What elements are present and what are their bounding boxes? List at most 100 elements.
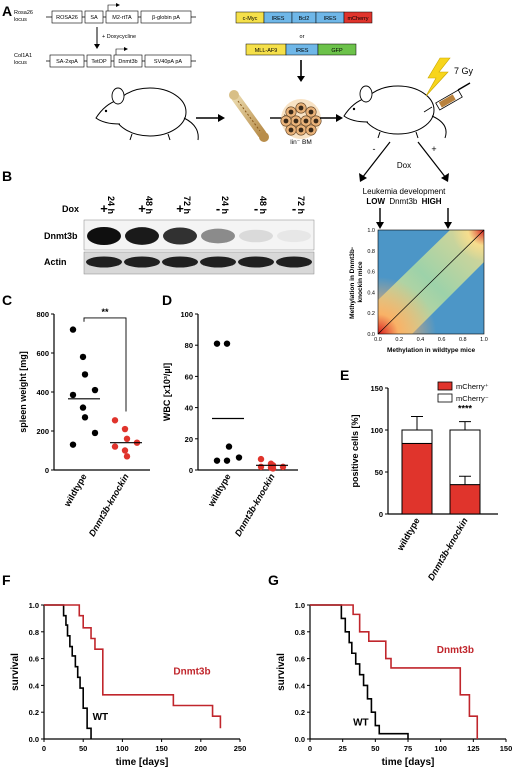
col1a1-locus-label: Col1A1 locus <box>14 53 34 66</box>
legend-swatch <box>437 393 453 403</box>
panel-label-c: C <box>2 292 12 308</box>
data-point <box>121 425 129 433</box>
bone-marrow-cells-icon <box>280 99 322 139</box>
rosa-box-rtta: M2-rtTA <box>112 15 132 21</box>
arrow-icon <box>297 76 305 82</box>
error-bar <box>459 421 471 430</box>
blot-row-label: Dnmt3b <box>44 231 78 241</box>
blot-band <box>87 227 121 245</box>
data-point <box>121 447 129 454</box>
blot-band <box>162 256 198 268</box>
chart-survival-f: 0.0 0.2 0.4 0.6 0.8 1.0 0 50 100 150 200 250 WT Dnmt3… <box>10 601 246 768</box>
x-tick-label: 0 <box>42 744 46 753</box>
arrow-icon <box>336 114 343 122</box>
col-box-sv40: SV40pA pA <box>154 59 182 65</box>
cmyc-bcl2-construct: c-Myc IRES Bcl2 IRES mCherry <box>235 11 373 24</box>
y-tick-label: 0 <box>189 466 193 475</box>
construct-segment-label: Bcl2 <box>299 16 310 22</box>
doxycycline-label: + Doxycycline <box>102 34 136 40</box>
data-point <box>123 435 131 442</box>
y-axis-label: positive cells [%] <box>350 414 360 487</box>
y-tick-label: 40 <box>185 404 193 413</box>
y-tick-label: 100 <box>370 426 383 435</box>
y-axis-label: survival <box>10 653 21 691</box>
data-point <box>111 417 119 424</box>
survival-curve <box>310 604 409 739</box>
data-point <box>123 453 131 460</box>
bar-mcherry-positive <box>449 484 481 515</box>
or-label: or <box>300 34 305 40</box>
col-box-tetop: TetOP <box>91 59 107 65</box>
data-point <box>223 340 231 347</box>
data-point <box>69 326 77 333</box>
rosa-box-globin: β-globin pA <box>152 15 180 21</box>
x-tick-label: 200 <box>195 744 208 753</box>
x-tick-label: 75 <box>404 744 412 753</box>
data-point <box>79 404 87 411</box>
x-category-label: wildtype <box>62 472 89 509</box>
y-tick-label: 0.8 <box>295 628 305 637</box>
heatmap-ytick: 0.8 <box>367 249 375 255</box>
x-tick-label: 250 <box>234 744 247 753</box>
dox-label: Dox <box>397 161 411 170</box>
x-category-label: Dnmt3b-knockin <box>426 516 470 582</box>
x-category-label: wildtype <box>206 472 233 509</box>
series-label: WT <box>93 712 109 723</box>
blot-band <box>239 229 273 243</box>
blot-dox-sign: + <box>100 201 108 216</box>
heatmap-xtick: 1.0 <box>480 337 488 343</box>
blot-time-label: 48 h <box>258 196 268 214</box>
x-category-label: Dnmt3b-knockin <box>233 472 277 538</box>
y-tick-label: 80 <box>185 341 193 350</box>
x-category-label: Dnmt3b-knockin <box>87 472 131 538</box>
survival-curve <box>44 604 222 729</box>
blot-dox-sign: - <box>254 201 258 216</box>
recipient-mouse-icon <box>343 85 447 139</box>
y-tick-label: 0.4 <box>295 681 306 690</box>
heatmap-ylabel: Methylation in Dnmt3b- knockin mice <box>349 245 364 319</box>
data-point <box>69 441 77 448</box>
construct-segment-label: mCherry <box>347 16 368 22</box>
construct-segment <box>343 11 373 24</box>
x-tick-label: 25 <box>338 744 346 753</box>
heatmap-ytick: 0.6 <box>367 270 375 276</box>
arrow-icon <box>441 173 449 182</box>
data-point <box>213 340 221 347</box>
y-tick-label: 0.8 <box>29 628 39 637</box>
survival-curve <box>310 604 479 739</box>
x-tick-label: 50 <box>371 744 379 753</box>
y-tick-label: 0.2 <box>295 708 305 717</box>
panel-label-f: F <box>2 572 11 588</box>
construct-segment-label: IRES <box>324 16 337 22</box>
blot-dox-sign: - <box>216 201 220 216</box>
blot-time-label: 72 h <box>296 196 306 214</box>
gy-label: 7 Gy <box>454 66 474 76</box>
col-box-sa2xpa: SA-2xpA <box>56 59 78 65</box>
significance-label: ** <box>101 307 109 317</box>
col-box-dnmt3b: Dnmt3b <box>118 59 137 65</box>
construct-segment-label: c-Myc <box>243 16 258 22</box>
heatmap-ytick: 0.2 <box>367 311 375 317</box>
heatmap-xtick: 0.0 <box>374 337 382 343</box>
x-tick-label: 150 <box>155 744 168 753</box>
panel-label-g: G <box>268 572 279 588</box>
bar-mcherry-negative <box>401 429 433 444</box>
doxycycline-step: + Doxycycline <box>94 27 136 49</box>
panel-label-b: B <box>2 168 12 184</box>
x-tick-label: 150 <box>500 744 513 753</box>
arrow-icon <box>376 222 384 229</box>
x-tick-label: 50 <box>79 744 87 753</box>
dox-plus-label: + <box>431 144 436 154</box>
significance-bracket <box>83 317 127 412</box>
y-axis-label: spleen weight [mg] <box>18 351 28 433</box>
blot-time-label: 24 h <box>106 196 116 214</box>
bone-icon <box>229 90 269 142</box>
y-tick-label: 0.6 <box>295 655 305 664</box>
bar-mcherry-positive <box>401 442 433 515</box>
arrow-icon <box>359 173 367 182</box>
data-point <box>111 443 119 450</box>
blot-band <box>201 228 235 244</box>
y-axis-label: survival <box>276 653 287 691</box>
